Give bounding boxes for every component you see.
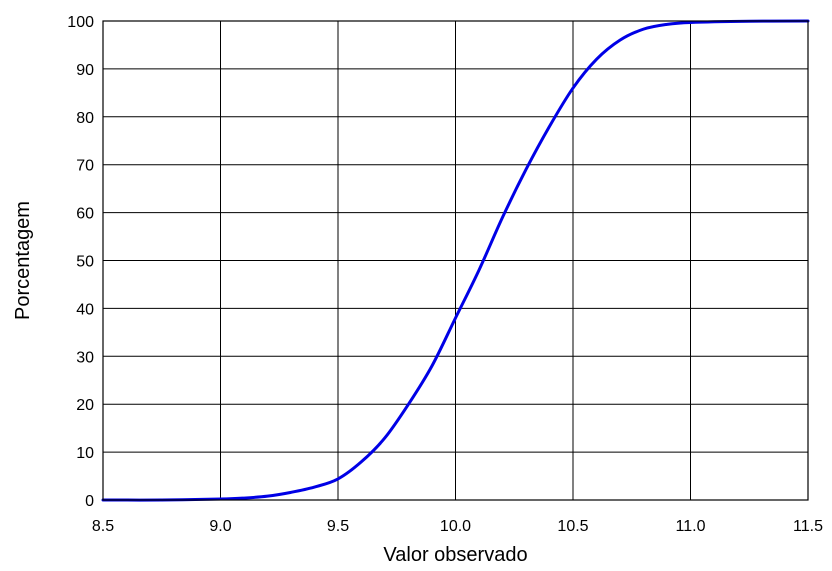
y-tick-labels: 0 10 20 30 40 50 60 70 80 90 100 (67, 14, 94, 510)
plot-frame (102, 20, 809, 501)
y-tick-label: 10 (76, 445, 94, 462)
y-tick-label: 70 (76, 158, 94, 175)
y-tick-label: 40 (76, 301, 94, 318)
cumulative-curve (101, 19, 810, 502)
y-tick-label: 30 (76, 349, 94, 366)
x-tick-label: 9.5 (327, 518, 349, 535)
x-tick-label: 11.5 (793, 518, 823, 535)
y-tick-label: 20 (76, 397, 94, 414)
x-axis-title: Valor observado (383, 544, 527, 566)
x-tick-label: 11.0 (676, 518, 706, 535)
y-tick-label: 90 (76, 62, 94, 79)
x-tick-labels: 8.5 9.0 9.5 10.0 10.5 11.0 11.5 (92, 518, 823, 535)
y-tick-label: 0 (85, 493, 94, 510)
x-tick-label: 9.0 (209, 518, 231, 535)
curve-layer (101, 19, 810, 502)
x-tick-label: 10.5 (557, 518, 588, 535)
y-axis-title: Porcentagem (12, 201, 34, 320)
x-tick-label: 10.0 (440, 518, 471, 535)
y-tick-label: 100 (67, 14, 94, 31)
x-tick-label: 8.5 (92, 518, 114, 535)
y-tick-label: 80 (76, 110, 94, 127)
y-tick-label: 60 (76, 206, 94, 223)
y-tick-label: 50 (76, 254, 94, 271)
